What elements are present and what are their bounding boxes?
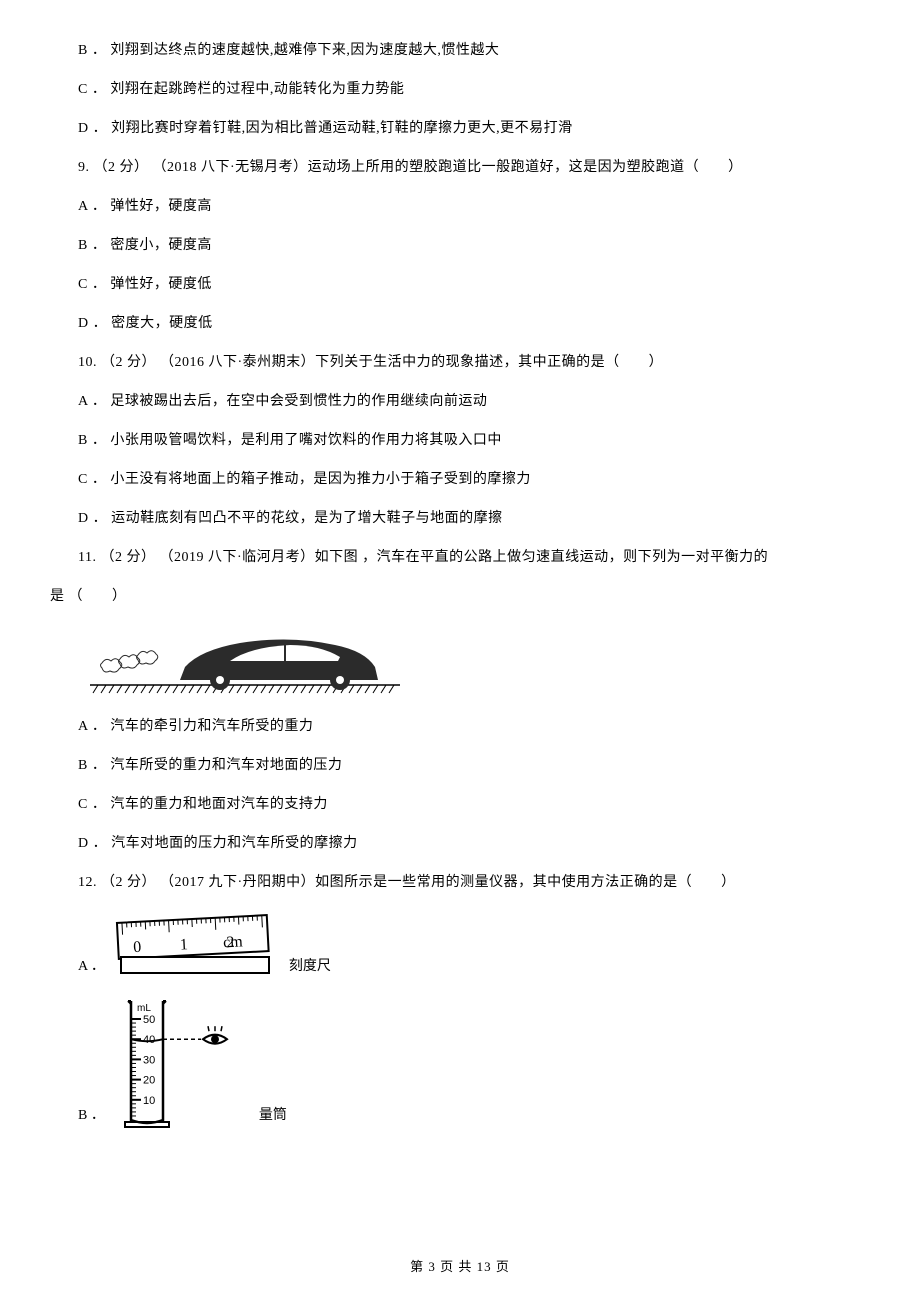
svg-text:0: 0 [133,939,142,956]
q9-option-c: C ． 弹性好，硬度低 [50,274,870,295]
svg-text:10: 10 [143,1095,155,1107]
page-footer: 第 3 页 共 13 页 [50,1257,870,1277]
q12-option-a-label: A ． [78,956,105,977]
q11-stem-part2: 是 （ ） [50,586,870,607]
q12-option-a-caption: 刻度尺 [289,956,331,977]
q9-option-b: B ． 密度小，硬度高 [50,235,870,256]
q9-option-d: D ． 密度大，硬度低 [50,313,870,334]
q12-option-b-label: B ． [78,1105,105,1126]
q11-option-a: A ． 汽车的牵引力和汽车所受的重力 [50,716,870,737]
svg-text:1: 1 [179,936,188,953]
q9-option-a: A ． 弹性好，硬度高 [50,196,870,217]
q11-stem-part1: 11. （2 分） （2019 八下·临河月考）如下图 ，汽车在平直的公路上做匀… [50,547,870,568]
q11-option-c: C ． 汽车的重力和地面对汽车的支持力 [50,794,870,815]
q12-option-a: A ． 012cm 刻度尺 [78,911,870,981]
q11-option-b: B ． 汽车所受的重力和汽车对地面的压力 [50,755,870,776]
q8-option-c: C ． 刘翔在起跳跨栏的过程中,动能转化为重力势能 [50,79,870,100]
svg-text:30: 30 [143,1054,155,1066]
car-icon [90,625,400,695]
q10-option-b: B ． 小张用吸管喝饮料，是利用了嘴对饮料的作用力将其吸入口中 [50,430,870,451]
q12-stem: 12. （2 分） （2017 九下·丹阳期中）如图所示是一些常用的测量仪器，其… [50,872,870,893]
ruler-icon: 012cm [113,911,273,981]
q10-stem: 10. （2 分） （2016 八下·泰州期末）下列关于生活中力的现象描述，其中… [50,352,870,373]
svg-text:mL: mL [137,1003,151,1014]
q10-option-a: A ． 足球被踢出去后，在空中会受到惯性力的作用继续向前运动 [50,391,870,412]
q10-option-d: D ． 运动鞋底刻有凹凸不平的花纹，是为了增大鞋子与地面的摩擦 [50,508,870,529]
q9-stem: 9. （2 分） （2018 八下·无锡月考）运动场上所用的塑胶跑道比一般跑道好… [50,157,870,178]
q12-option-b: B ． mL5040302010 量筒 [78,995,870,1130]
q8-option-d: D ． 刘翔比赛时穿着钉鞋,因为相比普通运动鞋,钉鞋的摩擦力更大,更不易打滑 [50,118,870,139]
q12-option-b-caption: 量筒 [259,1105,287,1126]
q11-car-figure [90,625,870,702]
q10-option-c: C ． 小王没有将地面上的箱子推动，是因为推力小于箱子受到的摩擦力 [50,469,870,490]
svg-text:50: 50 [143,1014,155,1026]
svg-text:cm: cm [223,933,244,951]
q11-option-d: D ． 汽车对地面的压力和汽车所受的摩擦力 [50,833,870,854]
svg-text:20: 20 [143,1075,155,1087]
page: B ． 刘翔到达终点的速度越快,越难停下来,因为速度越大,惯性越大 C ． 刘翔… [0,0,920,1302]
q8-option-b: B ． 刘翔到达终点的速度越快,越难停下来,因为速度越大,惯性越大 [50,40,870,61]
graduated-cylinder-icon: mL5040302010 [113,995,243,1130]
